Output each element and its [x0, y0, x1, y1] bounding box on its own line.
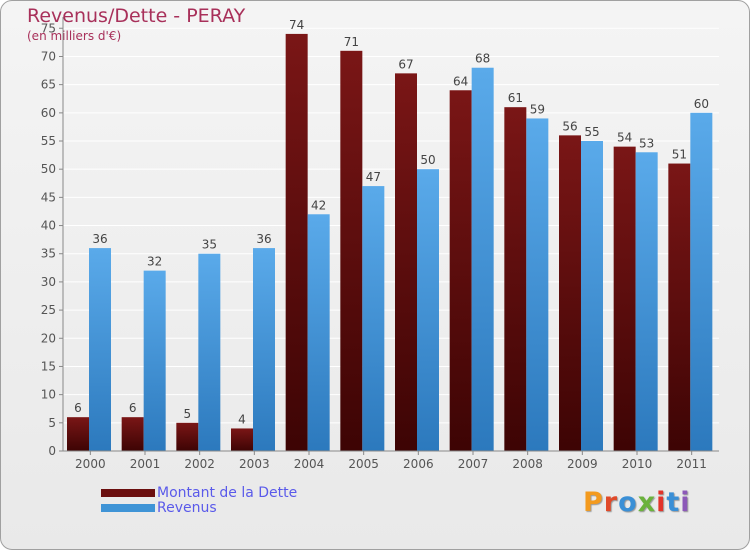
y-tick-label: 0: [48, 444, 56, 458]
legend-swatch-dette: [101, 489, 155, 497]
data-label-dette: 54: [617, 131, 632, 145]
chart-subtitle: (en milliers d'€): [27, 29, 122, 43]
data-label-dette: 64: [453, 74, 468, 88]
bar-dette: [67, 417, 89, 451]
x-tick-label: 2010: [622, 457, 653, 471]
x-tick-label: 2005: [348, 457, 379, 471]
x-tick-label: 2009: [567, 457, 598, 471]
y-tick-label: 40: [41, 219, 56, 233]
proxiti-logo: Proxiti: [583, 487, 691, 518]
bar-revenus: [581, 141, 603, 451]
y-tick-label: 35: [41, 247, 56, 261]
bar-revenus: [253, 248, 275, 451]
y-tick-label: 30: [41, 275, 56, 289]
bar-revenus: [89, 248, 111, 451]
data-label-dette: 51: [672, 148, 687, 162]
x-tick-label: 2003: [239, 457, 270, 471]
bar-revenus: [526, 118, 549, 452]
bar-revenus: [143, 270, 166, 451]
data-label-dette: 5: [184, 407, 192, 421]
bar-dette: [449, 90, 472, 451]
y-tick-label: 55: [41, 134, 56, 148]
y-tick-label: 45: [41, 190, 56, 204]
data-label-dette: 71: [344, 35, 359, 49]
data-label-revenus: 60: [694, 97, 709, 111]
data-label-revenus: 53: [639, 136, 654, 150]
x-tick-label: 2000: [75, 457, 106, 471]
y-tick-label: 10: [41, 388, 56, 402]
bar-revenus: [690, 112, 713, 452]
data-label-dette: 74: [289, 18, 304, 32]
bar-dette: [395, 73, 417, 451]
bar-revenus: [417, 169, 439, 451]
chart-title: Revenus/Dette - PERAY: [27, 5, 246, 27]
data-label-revenus: 68: [475, 52, 490, 66]
data-label-revenus: 36: [256, 232, 271, 246]
data-label-revenus: 32: [147, 255, 162, 269]
data-label-dette: 61: [508, 91, 523, 105]
data-label-revenus: 50: [420, 153, 435, 167]
data-label-revenus: 55: [584, 125, 599, 139]
data-label-dette: 6: [129, 401, 137, 415]
data-label-revenus: 47: [366, 170, 381, 184]
bar-revenus: [362, 186, 385, 451]
bar-dette: [340, 50, 363, 452]
bar-dette: [176, 422, 199, 451]
legend-label-dette: Montant de la Dette: [157, 485, 298, 501]
y-tick-label: 50: [41, 162, 56, 176]
data-label-revenus: 59: [530, 102, 545, 116]
data-label-dette: 4: [238, 412, 246, 426]
legend-label-revenus: Revenus: [157, 500, 217, 516]
x-tick-label: 2008: [512, 457, 543, 471]
bar-dette: [285, 33, 308, 452]
bar-dette: [559, 135, 581, 451]
x-tick-label: 2006: [403, 457, 434, 471]
y-tick-label: 25: [41, 303, 56, 317]
bar-dette: [231, 428, 253, 451]
y-tick-label: 5: [48, 416, 56, 430]
x-tick-label: 2011: [676, 457, 707, 471]
data-label-dette: 6: [74, 401, 82, 415]
data-label-revenus: 42: [311, 198, 326, 212]
bar-revenus: [635, 152, 658, 452]
x-tick-label: 2001: [130, 457, 161, 471]
bar-revenus: [307, 214, 330, 451]
bar-dette: [613, 146, 636, 452]
x-tick-label: 2002: [184, 457, 215, 471]
data-label-dette: 67: [398, 57, 413, 71]
y-tick-label: 15: [41, 359, 56, 373]
data-label-revenus: 35: [202, 238, 217, 252]
bar-dette: [121, 417, 144, 451]
y-tick-label: 65: [41, 78, 56, 92]
y-tick-label: 75: [41, 21, 56, 35]
bar-revenus: [198, 253, 221, 451]
x-tick-label: 2004: [294, 457, 325, 471]
data-label-revenus: 36: [92, 232, 107, 246]
x-tick-label: 2007: [458, 457, 489, 471]
y-tick-label: 60: [41, 106, 56, 120]
y-tick-label: 70: [41, 49, 56, 63]
bar-dette: [668, 163, 691, 451]
bar-dette: [504, 107, 527, 451]
y-tick-label: 20: [41, 331, 56, 345]
bar-revenus: [471, 67, 494, 452]
legend-swatch-revenus: [101, 504, 155, 512]
data-label-dette: 56: [562, 119, 577, 133]
